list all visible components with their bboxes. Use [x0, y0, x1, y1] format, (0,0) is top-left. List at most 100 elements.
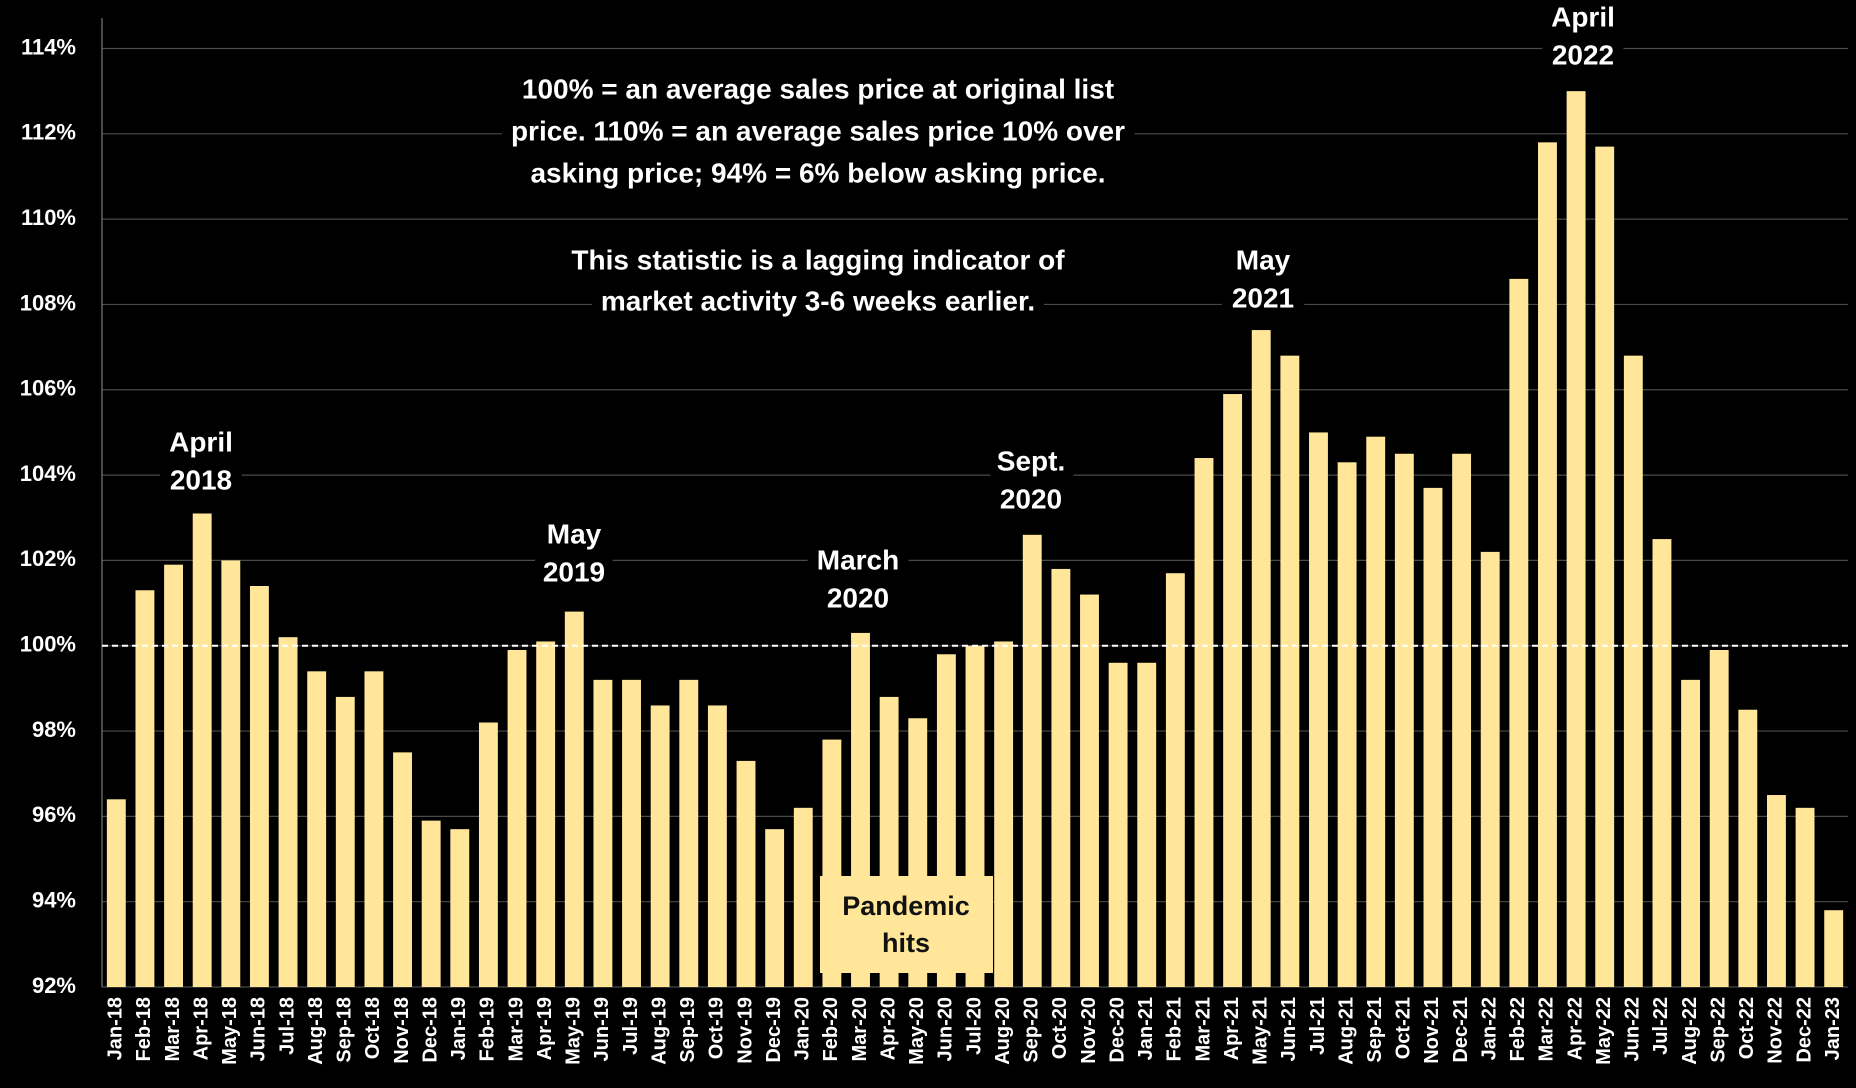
annotation: March	[817, 544, 899, 575]
bar	[1623, 355, 1643, 987]
annotation: 2020	[1000, 483, 1062, 514]
y-tick-label: 104%	[20, 461, 76, 486]
x-tick-label: Mar-19	[505, 997, 527, 1061]
x-tick-label: Jan-20	[792, 997, 814, 1060]
y-tick-label: 96%	[32, 802, 76, 827]
x-tick-label: Sep-20	[1021, 997, 1043, 1063]
x-tick-label: Jun-19	[591, 997, 613, 1061]
bar	[622, 679, 641, 987]
bar	[135, 590, 155, 987]
bar	[1652, 539, 1672, 987]
note: price. 110% = an average sales price 10%…	[511, 115, 1125, 146]
x-tick-label: Dec-19	[763, 997, 785, 1063]
x-tick-label: Jul-19	[620, 997, 642, 1055]
y-tick-label: 100%	[20, 632, 76, 657]
y-tick-label: 106%	[20, 376, 76, 401]
note: This statistic is a lagging indicator of	[571, 244, 1065, 275]
bar	[1595, 146, 1615, 987]
x-tick-label: Jun-18	[248, 997, 270, 1061]
bar	[1051, 568, 1071, 987]
x-tick-label: Dec-22	[1793, 997, 1815, 1063]
x-tick-label: Aug-19	[648, 997, 670, 1065]
bar	[221, 560, 241, 987]
x-tick-label: Sep-22	[1707, 997, 1729, 1063]
x-tick-label: Jul-20	[963, 997, 985, 1055]
y-tick-label: 114%	[21, 34, 76, 59]
bar	[650, 705, 670, 987]
annotation: 2019	[543, 556, 605, 587]
x-tick-label: May-18	[219, 997, 241, 1065]
bar	[564, 611, 584, 987]
x-tick-label: Feb-22	[1507, 997, 1529, 1061]
bar	[994, 641, 1014, 987]
x-tick-label: Mar-18	[162, 997, 184, 1061]
bar	[507, 649, 527, 987]
x-tick-label: Jan-19	[448, 997, 470, 1060]
annotation: 2021	[1232, 282, 1294, 313]
annotation: Sept.	[997, 445, 1065, 476]
bar	[1766, 795, 1786, 987]
x-tick-label: Oct-18	[362, 997, 384, 1059]
bar	[593, 679, 613, 987]
bar	[278, 637, 298, 987]
x-tick-label: Apr-19	[534, 997, 556, 1060]
bar	[536, 641, 556, 987]
bar	[1394, 453, 1414, 987]
y-tick-label: 98%	[32, 717, 76, 742]
callout-box	[820, 876, 993, 973]
x-tick-label: Jan-21	[1135, 997, 1157, 1060]
y-tick-label: 112%	[21, 120, 76, 145]
x-tick-label: Dec-21	[1450, 997, 1472, 1063]
annotation: May	[1236, 244, 1291, 275]
x-tick-label: Aug-22	[1679, 997, 1701, 1065]
x-tick-label: Oct-20	[1049, 997, 1071, 1059]
x-tick-label: Mar-20	[849, 997, 871, 1061]
x-tick-label: Jan-18	[105, 997, 127, 1060]
bar	[1022, 534, 1042, 987]
note: market activity 3-6 weeks earlier.	[601, 285, 1035, 316]
x-tick-label: Feb-20	[820, 997, 842, 1061]
x-tick-label: Feb-19	[477, 997, 499, 1061]
x-tick-label: Nov-20	[1078, 997, 1100, 1064]
x-tick-label: Oct-21	[1393, 997, 1415, 1059]
x-tick-label: Sep-18	[334, 997, 356, 1063]
x-tick-label: May-20	[906, 997, 928, 1065]
x-tick-label: Jun-22	[1622, 997, 1644, 1061]
bar	[1709, 649, 1729, 987]
bar	[1480, 551, 1500, 987]
bar	[679, 679, 699, 987]
bar	[736, 760, 756, 987]
callout: Pandemic	[842, 891, 970, 921]
bar	[1337, 462, 1357, 987]
bar	[1738, 709, 1758, 987]
bar	[393, 752, 412, 987]
bar	[1366, 436, 1386, 987]
bar	[192, 513, 212, 987]
bar	[1309, 432, 1328, 987]
x-tick-label: Feb-18	[133, 997, 155, 1061]
bar	[793, 807, 813, 987]
bar	[421, 820, 441, 987]
annotation: 2018	[170, 464, 232, 495]
bar	[1223, 394, 1243, 987]
bar	[1566, 91, 1586, 988]
bar	[1509, 278, 1529, 987]
bar	[1080, 594, 1099, 987]
x-tick-label: Dec-20	[1106, 997, 1128, 1063]
bar	[765, 829, 785, 987]
x-tick-label: Sep-21	[1364, 997, 1386, 1063]
x-tick-label: Jul-21	[1307, 997, 1329, 1055]
x-tick-label: Dec-18	[419, 997, 441, 1063]
bar	[707, 705, 727, 987]
x-tick-label: Jan-23	[1822, 997, 1844, 1060]
bar	[1280, 355, 1300, 987]
bar	[335, 696, 355, 987]
x-tick-label: Jun-20	[935, 997, 957, 1061]
x-tick-label: Nov-18	[391, 997, 413, 1064]
y-tick-label: 94%	[32, 887, 76, 912]
x-tick-label: Jul-22	[1650, 997, 1672, 1055]
bar	[307, 671, 327, 987]
bar	[1538, 142, 1557, 988]
bar	[106, 799, 126, 987]
bar	[1108, 662, 1128, 987]
